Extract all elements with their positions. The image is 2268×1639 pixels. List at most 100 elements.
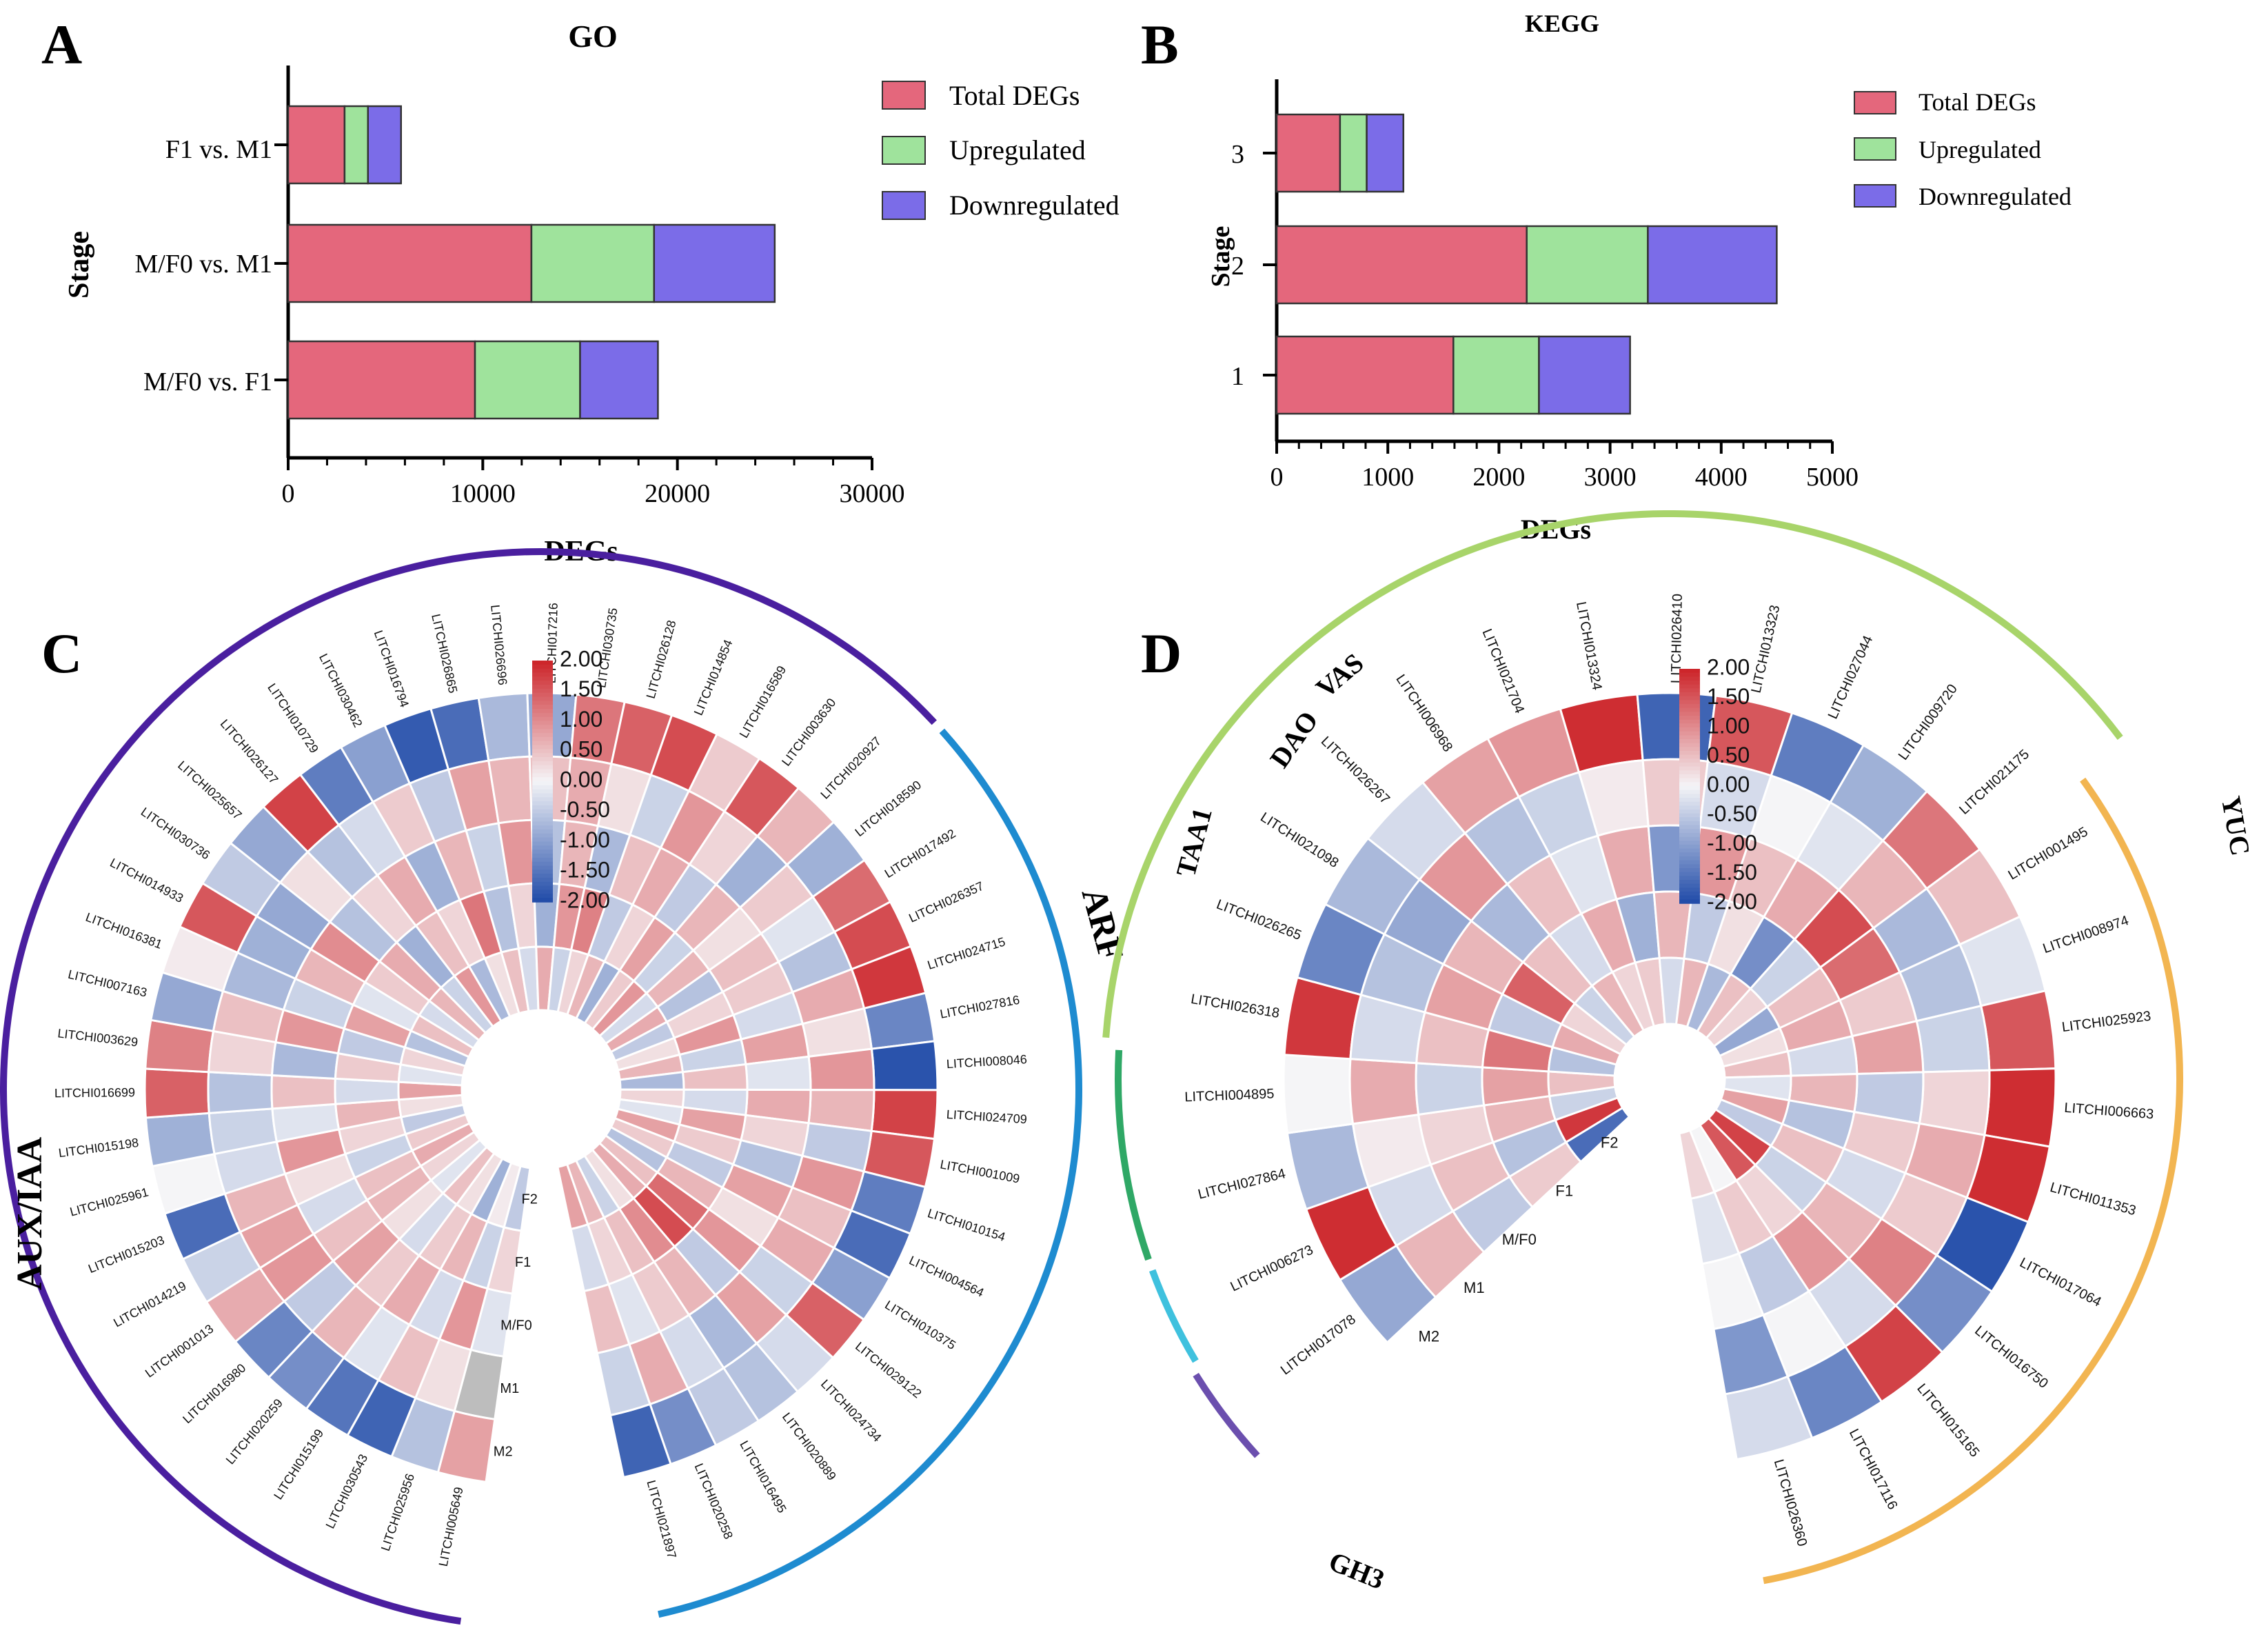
colorbar-segment xyxy=(1679,864,1700,869)
category-label: 1 xyxy=(1231,362,1244,391)
legend-swatch-down xyxy=(1854,184,1896,208)
colorbar-segment xyxy=(1679,692,1700,697)
gene-label: LITCHI020259 xyxy=(223,1396,285,1467)
colorbar-tick-label: 1.00 xyxy=(560,707,603,732)
legend: Total DEGs Upregulated Downregulated xyxy=(882,80,1120,221)
gene-label: LITCHI013324 xyxy=(1573,601,1605,692)
gene-label: LITCHI004564 xyxy=(907,1254,986,1300)
colorbar-tick-label: -1.50 xyxy=(1707,860,1757,885)
panel-d-circular-heatmap: D LITCHI017078 LITCHI006273 LITCHI027864 LI… xyxy=(1102,510,2256,1596)
heatmap-cell xyxy=(1979,989,2057,1072)
group-arc xyxy=(1102,510,2123,1038)
gene-label: LITCHI016750 xyxy=(1972,1323,2051,1391)
colorbar-segment xyxy=(532,785,553,790)
colorbar-segment xyxy=(1679,805,1700,810)
gene-label: LITCHI013323 xyxy=(1748,604,1783,695)
colorbar-segment xyxy=(532,805,553,810)
colorbar-segment xyxy=(532,878,553,883)
colorbar-segment xyxy=(532,729,553,734)
x-tick-label: 2000 xyxy=(1472,463,1525,492)
colorbar-segment xyxy=(1679,676,1700,681)
panel-a-go-bar-chart: A GO Stage DEGs 0 10000 20000 30000 F1 vs. … xyxy=(41,13,1120,567)
colorbar-segment xyxy=(1679,774,1700,779)
colorbar-segment xyxy=(1679,778,1700,783)
x-tick-label: 4000 xyxy=(1695,463,1748,492)
colorbar-segment xyxy=(1679,739,1700,744)
colorbar-segment xyxy=(1679,700,1700,705)
colorbar-segment xyxy=(1679,841,1700,845)
colorbar-segment xyxy=(532,894,553,898)
ring-label: M2 xyxy=(1419,1327,1440,1345)
bar-segment xyxy=(1275,335,1455,415)
gene-label: LITCHI001495 xyxy=(2006,824,2091,883)
gene-label: LITCHI010375 xyxy=(882,1298,958,1352)
heatmap-cell xyxy=(1636,692,1717,763)
colorbar-segment xyxy=(1679,790,1700,795)
colorbar-segment xyxy=(532,661,553,665)
group-label-taa1: TAA1 xyxy=(1170,805,1218,881)
colorbar-tick-label: -1.00 xyxy=(1707,830,1757,855)
panel-label-b: B xyxy=(1141,13,1179,76)
colorbar-segment xyxy=(1679,716,1700,721)
x-tick-label: 10000 xyxy=(450,479,516,508)
gene-label: LITCHI020927 xyxy=(818,734,884,802)
gene-label: LITCHI016980 xyxy=(180,1361,248,1427)
colorbar-segment xyxy=(532,837,553,843)
gene-label: LITCHI025956 xyxy=(378,1472,417,1553)
x-tick-label: 0 xyxy=(1270,463,1284,492)
colorbar-segment xyxy=(532,849,553,854)
colorbar-segment xyxy=(532,736,553,742)
gene-label: LITCHI026127 xyxy=(218,716,281,787)
panel-label-d: D xyxy=(1141,622,1182,685)
y-axis-label: Stage xyxy=(63,231,95,299)
gene-label: LITCHI024715 xyxy=(926,934,1007,972)
group-label-gh3: GH3 xyxy=(1325,1545,1389,1596)
gene-label: LITCHI015203 xyxy=(86,1233,166,1276)
gene-label: LITCHI027816 xyxy=(939,993,1021,1021)
colorbar-segment xyxy=(532,777,553,782)
colorbar-segment xyxy=(532,821,553,826)
gene-label: LITCHI014219 xyxy=(111,1279,188,1330)
colorbar-segment xyxy=(532,854,553,858)
group-arc xyxy=(1148,1269,1199,1363)
gene-label: LITCHI027044 xyxy=(1825,634,1876,722)
colorbar-tick-label: 0.00 xyxy=(1707,772,1750,796)
colorbar-segment xyxy=(532,898,553,903)
category-label: 3 xyxy=(1231,140,1244,169)
ring-label: M/F0 xyxy=(500,1318,532,1333)
colorbar-segment xyxy=(532,692,553,698)
gene-label: LITCHI025923 xyxy=(2061,1009,2152,1036)
gene-label: LITCHI021897 xyxy=(644,1478,679,1560)
ring-label: M2 xyxy=(494,1444,513,1459)
gene-label: LITCHI001009 xyxy=(939,1157,1021,1185)
colorbar-segment xyxy=(1679,731,1700,736)
x-tick-label: 5000 xyxy=(1806,463,1859,492)
group-label-yuc: YUC xyxy=(2216,794,2256,858)
colorbar-segment xyxy=(1679,786,1700,791)
bar-segment xyxy=(1538,335,1631,415)
colorbar-segment xyxy=(532,688,553,694)
x-tick-label: 20000 xyxy=(645,479,710,508)
colorbar-segment xyxy=(532,705,553,710)
bar-segment xyxy=(367,105,403,185)
gene-label: LITCHI015198 xyxy=(58,1136,140,1160)
colorbar-segment xyxy=(1679,684,1700,690)
colorbar-tick-label: 0.50 xyxy=(1707,743,1750,767)
colorbar-segment xyxy=(1679,758,1700,763)
colorbar-segment xyxy=(1679,727,1700,732)
colorbar-segment xyxy=(1679,696,1700,701)
colorbar-segment xyxy=(1679,751,1700,756)
category-label: F1 vs. M1 xyxy=(165,135,272,164)
colorbar-segment xyxy=(532,817,553,823)
gene-label: LITCHI017078 xyxy=(1278,1311,1359,1378)
gene-label: LITCHI008974 xyxy=(2041,913,2131,956)
colorbar-segment xyxy=(532,874,553,878)
legend-label: Downregulated xyxy=(949,190,1120,221)
colorbar-segment xyxy=(532,749,553,754)
group-label-dao: DAO xyxy=(1264,705,1324,774)
gene-label: LITCHI011353 xyxy=(2048,1180,2138,1218)
heatmap-cell xyxy=(1415,1062,1486,1116)
colorbar-segment xyxy=(532,761,553,766)
gene-label: LITCHI026357 xyxy=(907,879,986,925)
gene-label: LITCHI029122 xyxy=(853,1339,924,1400)
